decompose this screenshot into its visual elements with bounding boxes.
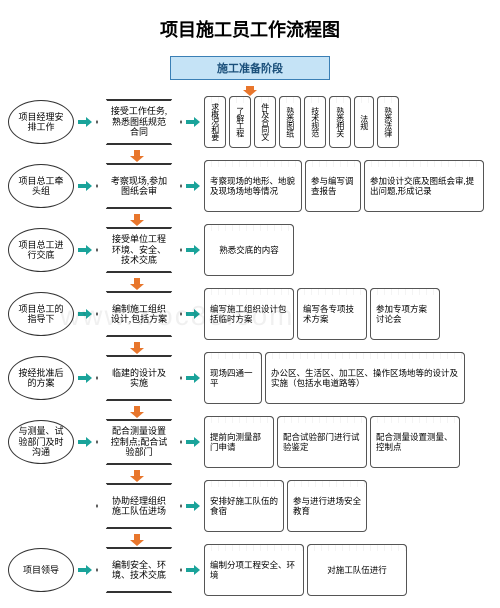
phase-down-arrow: [8, 86, 492, 96]
detail-scroll: 法规: [354, 96, 374, 148]
flow-row: 与测量、试验部门及时沟通配合测量设置控制点;配合试验部门提前向测量部门申请配合试…: [8, 416, 492, 468]
arrow-down-icon: [8, 470, 492, 480]
arrow-right-icon: [186, 416, 200, 468]
arrow-right-icon: [186, 96, 200, 148]
arrow-right-icon: [186, 160, 200, 212]
arrow-right-icon: [186, 224, 200, 276]
detail-scroll: 熟悉交底的内容: [204, 224, 294, 276]
detail-scroll: 对施工队伍进行: [307, 544, 407, 596]
task-hexagon: 编制安全、环境、技术交底: [96, 547, 182, 593]
detail-scroll: 技术规范: [304, 96, 326, 148]
detail-scroll: 提前向测量部门申请: [204, 416, 274, 468]
detail-scroll: 配合试验部门进行试验鉴定: [277, 416, 367, 468]
detail-scroll: 参与进行进场安全教育: [287, 480, 367, 532]
detail-scroll: 求概况和要: [204, 96, 226, 148]
arrow-right-icon: [78, 224, 92, 276]
detail-blocks: 现场四通一平办公区、生活区、加工区、操作区场地等的设计及实施（包括水电道路等）: [204, 352, 492, 404]
flow-row: 项目总工牵头组考察现场,参加图纸会审考察现场的地形、地貌及现场场地等情况参与编写…: [8, 160, 492, 212]
detail-scroll: 考察现场的地形、地貌及现场场地等情况: [204, 160, 302, 212]
arrow-right-icon: [78, 416, 92, 468]
flow-rows: 项目经理安排工作接受工作任务,熟悉图纸规范合同求概况和要了解工程件及合同文熟悉图…: [8, 96, 492, 598]
detail-blocks: 求概况和要了解工程件及合同文熟悉图纸技术规范熟悉相关法规熟悉法律: [204, 96, 492, 148]
detail-blocks: 熟悉交底的内容: [204, 224, 492, 276]
detail-blocks: 考察现场的地形、地貌及现场场地等情况参与编写调查报告参加设计交底及图纸会审,提出…: [204, 160, 492, 212]
task-hexagon: 编制施工组织设计,包括方案: [96, 291, 182, 337]
actor-ellipse: 项目总工牵头组: [8, 164, 74, 208]
arrow-down-icon: [8, 534, 492, 544]
detail-scroll: 熟悉法律: [377, 96, 399, 148]
arrow-down-icon: [8, 214, 492, 224]
arrow-down-icon: [8, 342, 492, 352]
task-hexagon: 配合测量设置控制点;配合试验部门: [96, 419, 182, 465]
actor-ellipse: 项目经理安排工作: [8, 100, 74, 144]
detail-blocks: 编写施工组织设计包括临时方案编写各专项技术方案参加专项方案讨论会: [204, 288, 492, 340]
arrow-right-icon: [186, 544, 200, 596]
actor-ellipse: 按经批准后的方案: [8, 356, 74, 400]
detail-scroll: 办公区、生活区、加工区、操作区场地等的设计及实施（包括水电道路等）: [265, 352, 465, 404]
phase-header: 施工准备阶段: [170, 56, 330, 80]
flow-row: 按经批准后的方案临建的设计及实施现场四通一平办公区、生活区、加工区、操作区场地等…: [8, 352, 492, 404]
detail-scroll: 熟悉图纸: [279, 96, 301, 148]
flow-row: 项目总工的指导下编制施工组织设计,包括方案编写施工组织设计包括临时方案编写各专项…: [8, 288, 492, 340]
arrow-right-icon: [186, 480, 200, 532]
task-hexagon: 接受单位工程环境、安全、技术交底: [96, 227, 182, 273]
flow-row: 项目领导编制安全、环境、技术交底编制分项工程安全、环境对施工队伍进行: [8, 544, 492, 596]
task-hexagon: 协助经理组织施工队伍进场: [96, 483, 182, 529]
detail-scroll: 件及合同文: [254, 96, 276, 148]
detail-scroll: 参与编写调查报告: [305, 160, 361, 212]
arrow-right-icon: [78, 352, 92, 404]
arrow-down-icon: [8, 406, 492, 416]
detail-scroll: 编写施工组织设计包括临时方案: [204, 288, 294, 340]
flow-row: 协助经理组织施工队伍进场安排好施工队伍的食宿参与进行进场安全教育: [8, 480, 492, 532]
detail-blocks: 编制分项工程安全、环境对施工队伍进行: [204, 544, 492, 596]
detail-scroll: 参加专项方案讨论会: [370, 288, 440, 340]
actor-ellipse: 与测量、试验部门及时沟通: [8, 420, 74, 464]
arrow-right-icon: [78, 288, 92, 340]
arrow-right-icon: [78, 160, 92, 212]
detail-scroll: 配合测量设置测量、控制点: [370, 416, 460, 468]
task-hexagon: 考察现场,参加图纸会审: [96, 163, 182, 209]
arrow-right-icon: [186, 352, 200, 404]
arrow-right-icon: [78, 544, 92, 596]
detail-scroll: 编写各专项技术方案: [297, 288, 367, 340]
detail-scroll: 熟悉相关: [329, 96, 351, 148]
actor-ellipse: 项目领导: [8, 548, 74, 592]
arrow-down-icon: [8, 150, 492, 160]
arrow-right-icon: [186, 288, 200, 340]
task-hexagon: 接受工作任务,熟悉图纸规范合同: [96, 99, 182, 145]
flow-row: 项目总工进行交底接受单位工程环境、安全、技术交底熟悉交底的内容: [8, 224, 492, 276]
detail-scroll: 编制分项工程安全、环境: [204, 544, 304, 596]
detail-blocks: 提前向测量部门申请配合试验部门进行试验鉴定配合测量设置测量、控制点: [204, 416, 492, 468]
flow-row: 项目经理安排工作接受工作任务,熟悉图纸规范合同求概况和要了解工程件及合同文熟悉图…: [8, 96, 492, 148]
detail-scroll: 了解工程: [229, 96, 251, 148]
detail-scroll: 安排好施工队伍的食宿: [204, 480, 284, 532]
actor-ellipse: 项目总工进行交底: [8, 228, 74, 272]
arrow-down-icon: [8, 278, 492, 288]
page-title: 项目施工员工作流程图: [8, 16, 492, 42]
task-hexagon: 临建的设计及实施: [96, 355, 182, 401]
detail-scroll: 现场四通一平: [204, 352, 262, 404]
detail-scroll: 参加设计交底及图纸会审,提出问题,形成记录: [364, 160, 484, 212]
actor-ellipse: 项目总工的指导下: [8, 292, 74, 336]
detail-blocks: 安排好施工队伍的食宿参与进行进场安全教育: [204, 480, 492, 532]
arrow-right-icon: [78, 96, 92, 148]
